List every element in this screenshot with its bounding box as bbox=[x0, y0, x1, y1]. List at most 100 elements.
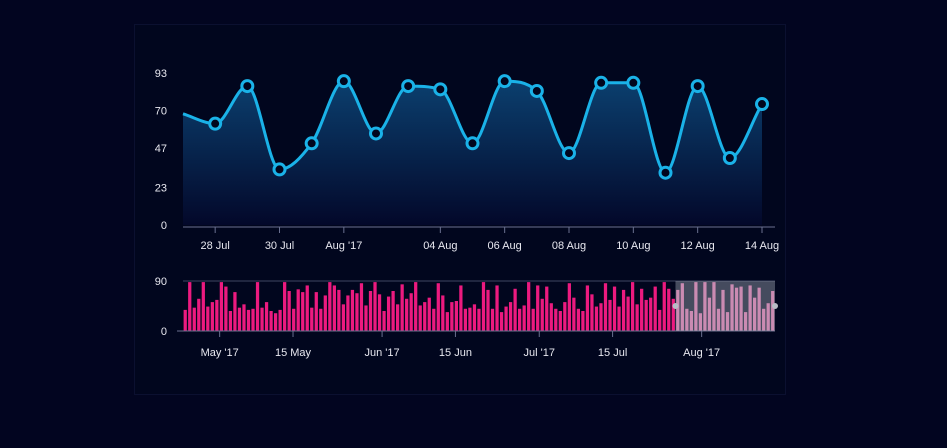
nav-bar-86 bbox=[567, 283, 571, 331]
nav-bar-13 bbox=[237, 307, 242, 331]
nav-bar-40 bbox=[359, 283, 364, 331]
data-point-13[interactable] bbox=[594, 75, 609, 90]
data-point-15[interactable] bbox=[658, 165, 673, 180]
nav-bar-123 bbox=[734, 287, 739, 331]
nav-bar-111 bbox=[680, 283, 684, 331]
data-point-8[interactable] bbox=[433, 82, 448, 97]
nav-bar-16 bbox=[251, 308, 255, 331]
nav-bar-101 bbox=[635, 304, 639, 331]
y-tick-label-23: 23 bbox=[155, 182, 167, 194]
nav-bar-59 bbox=[445, 312, 449, 331]
nav-bar-3 bbox=[192, 307, 196, 331]
data-point-7[interactable] bbox=[401, 79, 416, 94]
nav-bar-21 bbox=[273, 313, 278, 331]
nav-bar-82 bbox=[549, 303, 553, 331]
nav-bar-117 bbox=[707, 297, 712, 331]
x-tick-label: 12 Aug bbox=[681, 240, 715, 252]
nav-bar-114 bbox=[694, 282, 698, 331]
nav-selection-range[interactable] bbox=[675, 281, 775, 331]
nav-bar-63 bbox=[463, 308, 468, 331]
data-point-14[interactable] bbox=[626, 75, 641, 90]
nav-handle-right[interactable] bbox=[772, 303, 778, 309]
nav-bar-104 bbox=[649, 297, 653, 331]
nav-bar-10 bbox=[224, 286, 228, 331]
nav-y-tick-label-0: 0 bbox=[161, 326, 167, 338]
nav-bar-107 bbox=[662, 282, 666, 331]
nav-bar-110 bbox=[676, 289, 680, 331]
nav-bar-35 bbox=[337, 289, 341, 331]
data-point-18[interactable] bbox=[755, 97, 769, 112]
nav-bar-46 bbox=[386, 296, 391, 331]
data-point-6[interactable] bbox=[369, 126, 383, 141]
nav-bar-99 bbox=[626, 296, 630, 331]
nav-bar-84 bbox=[558, 311, 562, 331]
nav-bar-75 bbox=[518, 308, 522, 331]
nav-bar-74 bbox=[513, 288, 517, 331]
nav-bar-89 bbox=[581, 311, 585, 331]
nav-bar-22 bbox=[278, 309, 282, 331]
y-tick-label-0: 0 bbox=[161, 220, 167, 232]
nav-bar-120 bbox=[721, 289, 725, 331]
nav-bar-126 bbox=[748, 285, 752, 331]
nav-bar-57 bbox=[436, 283, 440, 331]
y-tick-label-93: 93 bbox=[155, 68, 167, 80]
nav-bar-20 bbox=[269, 311, 273, 331]
nav-bar-122 bbox=[730, 284, 734, 331]
data-point-1[interactable] bbox=[208, 116, 223, 131]
x-tick-label: 30 Jul bbox=[265, 240, 294, 252]
nav-bar-130 bbox=[766, 303, 770, 331]
data-point-3[interactable] bbox=[272, 162, 287, 177]
nav-bar-7 bbox=[210, 302, 214, 331]
nav-bar-42 bbox=[368, 291, 373, 331]
nav-y-tick-label-90: 90 bbox=[155, 276, 167, 288]
nav-bar-9 bbox=[219, 282, 223, 331]
data-point-9[interactable] bbox=[465, 136, 480, 151]
x-tick-label: 28 Jul bbox=[200, 240, 229, 252]
nav-bar-100 bbox=[630, 282, 635, 331]
nav-bar-53 bbox=[418, 305, 422, 331]
nav-bar-56 bbox=[432, 308, 436, 331]
nav-bar-78 bbox=[531, 308, 535, 331]
data-point-10[interactable] bbox=[497, 74, 512, 89]
y-tick-label-47: 47 bbox=[155, 143, 167, 155]
nav-bar-37 bbox=[346, 295, 350, 331]
data-point-5[interactable] bbox=[336, 74, 351, 89]
x-tick-label: 10 Aug bbox=[616, 240, 650, 252]
nav-bar-119 bbox=[716, 308, 721, 331]
nav-bar-52 bbox=[414, 282, 418, 331]
data-point-17[interactable] bbox=[722, 150, 737, 165]
area-fill bbox=[183, 81, 762, 225]
nav-bar-77 bbox=[527, 282, 531, 331]
nav-bar-116 bbox=[703, 282, 707, 331]
nav-bar-88 bbox=[576, 308, 581, 331]
nav-bar-4 bbox=[197, 298, 201, 331]
nav-handle-left[interactable] bbox=[672, 303, 679, 309]
x-tick-label: Aug '17 bbox=[325, 240, 362, 252]
nav-bar-129 bbox=[762, 308, 766, 331]
nav-bar-85 bbox=[563, 302, 567, 331]
nav-bar-24 bbox=[287, 291, 291, 331]
nav-bar-51 bbox=[409, 293, 413, 331]
data-point-16[interactable] bbox=[690, 79, 705, 94]
nav-x-tick-label: 15 May bbox=[275, 347, 312, 359]
nav-bar-79 bbox=[536, 285, 540, 331]
nav-bar-98 bbox=[621, 289, 626, 331]
data-point-12[interactable] bbox=[562, 146, 576, 161]
nav-bar-6 bbox=[206, 306, 210, 331]
nav-bar-60 bbox=[450, 302, 454, 331]
nav-bar-73 bbox=[508, 302, 513, 331]
nav-bar-23 bbox=[283, 282, 287, 331]
nav-bar-11 bbox=[228, 311, 233, 331]
data-point-11[interactable] bbox=[529, 83, 544, 98]
nav-bar-68 bbox=[486, 289, 490, 331]
nav-bar-25 bbox=[292, 308, 296, 331]
nav-bar-48 bbox=[396, 304, 400, 331]
data-point-2[interactable] bbox=[240, 79, 255, 94]
nav-bar-36 bbox=[341, 304, 346, 331]
nav-bar-2 bbox=[188, 282, 192, 331]
nav-bar-81 bbox=[545, 286, 549, 331]
nav-bar-18 bbox=[260, 307, 264, 331]
data-point-4[interactable] bbox=[304, 136, 319, 151]
nav-bar-64 bbox=[468, 307, 472, 331]
